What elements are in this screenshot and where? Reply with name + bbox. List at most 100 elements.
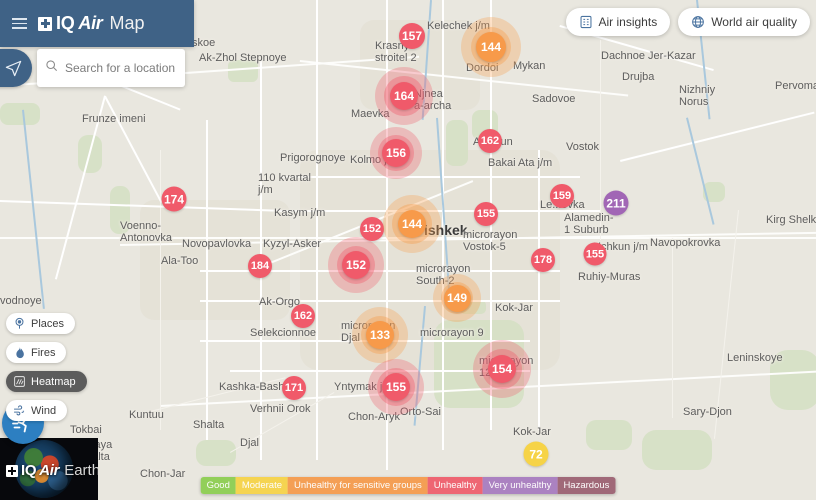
aqi-marker[interactable]: 144	[461, 17, 521, 77]
road	[386, 0, 388, 470]
aqi-marker-value: 133	[366, 321, 394, 349]
legend-segment[interactable]: Unhealthy for sensitive groups	[288, 477, 428, 494]
earth-brand-label: IQ Air Earth	[6, 462, 98, 479]
aqi-marker[interactable]: 72	[523, 441, 549, 467]
aqi-marker[interactable]: 155	[583, 242, 607, 266]
road	[538, 150, 540, 430]
aqi-marker-value: 149	[443, 284, 471, 312]
map-label: skoe	[192, 37, 216, 49]
aqi-marker-value: 159	[550, 184, 574, 208]
hamburger-icon[interactable]	[0, 0, 38, 47]
iqair-earth-widget[interactable]: IQ Air Earth	[0, 438, 98, 500]
park-area	[642, 430, 712, 470]
aqi-marker[interactable]: 164	[375, 67, 433, 125]
aqi-marker-value: 162	[478, 129, 502, 153]
legend-segment[interactable]: Unhealthy	[427, 477, 483, 494]
earth-brand-suffix: Earth	[64, 462, 98, 479]
aqi-marker[interactable]: 184	[248, 254, 272, 278]
park-area	[703, 182, 725, 202]
layer-button-fires[interactable]: Fires	[6, 342, 67, 363]
road	[316, 0, 318, 460]
map-label: Kok-Jar	[513, 426, 551, 438]
park-area	[446, 120, 468, 166]
layer-button-places[interactable]: Places	[6, 313, 76, 334]
flame-icon	[13, 346, 26, 359]
document-list-icon	[579, 15, 593, 29]
heatmap-icon	[13, 375, 26, 388]
river	[22, 109, 45, 309]
locate-arrow-icon[interactable]	[0, 49, 32, 87]
aqi-marker-value: 155	[382, 373, 410, 401]
aqi-legend: Good Moderate Unhealthy for sensitive grou…	[200, 477, 616, 494]
brand-iq: IQ	[56, 13, 75, 33]
aqi-marker-value: 171	[282, 376, 306, 400]
map-label: Vostok	[566, 141, 600, 153]
legend-segment[interactable]: Very unhealthy	[482, 477, 558, 494]
road	[620, 111, 815, 162]
aqi-marker-value: 144	[398, 210, 426, 238]
brand-logo[interactable]: IQ Air Map	[38, 13, 145, 34]
search-input[interactable]	[65, 61, 177, 75]
layer-label-fires: Fires	[31, 346, 56, 359]
map-label: Dachnoe	[601, 50, 646, 62]
road	[130, 377, 286, 418]
world-air-quality-button[interactable]: World air quality	[678, 8, 810, 36]
aqi-marker[interactable]: 155	[474, 202, 498, 226]
aqi-marker[interactable]: 152	[328, 237, 384, 293]
aqi-marker[interactable]: 162	[478, 129, 502, 153]
layer-button-heatmap[interactable]: Heatmap	[6, 371, 87, 392]
aqi-marker-value: 152	[342, 251, 370, 279]
road	[206, 120, 208, 440]
aqi-marker[interactable]: 152	[360, 217, 384, 241]
park-area	[770, 350, 816, 410]
search-icon	[45, 59, 58, 77]
aqi-marker[interactable]: 149	[433, 274, 481, 322]
park-area	[110, 186, 130, 234]
place-pin-icon	[13, 317, 26, 330]
air-insights-button[interactable]: Air insights	[565, 8, 671, 36]
aqi-marker[interactable]: 157	[399, 23, 425, 49]
earth-brand-air: Air	[39, 462, 60, 479]
aqi-marker[interactable]: 155	[368, 359, 424, 415]
river	[686, 117, 715, 225]
aqi-marker-value: 144	[476, 32, 506, 62]
search-box[interactable]	[37, 49, 185, 87]
aqi-marker[interactable]: 144	[383, 195, 441, 253]
aqi-marker[interactable]: 171	[282, 376, 306, 400]
aqi-marker[interactable]: 133	[352, 307, 408, 363]
road	[160, 150, 162, 430]
earth-brand-iq: IQ	[21, 462, 37, 479]
aqi-marker[interactable]: 156	[370, 127, 422, 179]
road	[230, 370, 530, 372]
legend-segment[interactable]: Hazardous	[557, 477, 616, 494]
aqi-marker-value: 155	[583, 242, 607, 266]
park-area	[228, 60, 258, 82]
aqi-marker[interactable]: 154	[473, 340, 531, 398]
aqi-marker[interactable]: 211	[603, 190, 629, 216]
layer-button-wind[interactable]: Wind	[6, 400, 68, 421]
map-label: Pervomays	[775, 80, 816, 92]
aqi-marker[interactable]: 159	[550, 184, 574, 208]
aqi-marker-value: 154	[488, 355, 516, 383]
iqair-cross-icon	[38, 16, 52, 31]
road	[200, 300, 560, 302]
map-layer-controls: Places Fires Heatmap	[6, 313, 87, 421]
layer-label-wind: Wind	[31, 404, 57, 417]
map-label: Mykan	[513, 60, 546, 72]
legend-segment[interactable]: Moderate	[235, 477, 288, 494]
search-row	[0, 49, 185, 87]
aqi-marker[interactable]: 162	[291, 304, 315, 328]
road	[280, 210, 600, 212]
map-label: Shalta	[193, 419, 225, 431]
aqi-marker[interactable]: 178	[531, 248, 555, 272]
layer-label-heatmap: Heatmap	[31, 375, 76, 388]
earth-globe-image	[15, 440, 73, 498]
aqi-marker[interactable]: 174	[161, 186, 187, 212]
brand-suffix: Map	[109, 13, 145, 33]
aqi-marker-value: 157	[399, 23, 425, 49]
road	[672, 238, 674, 418]
globe-grid-icon	[691, 15, 705, 29]
layer-label-places: Places	[31, 317, 65, 330]
legend-segment[interactable]: Good	[200, 477, 236, 494]
